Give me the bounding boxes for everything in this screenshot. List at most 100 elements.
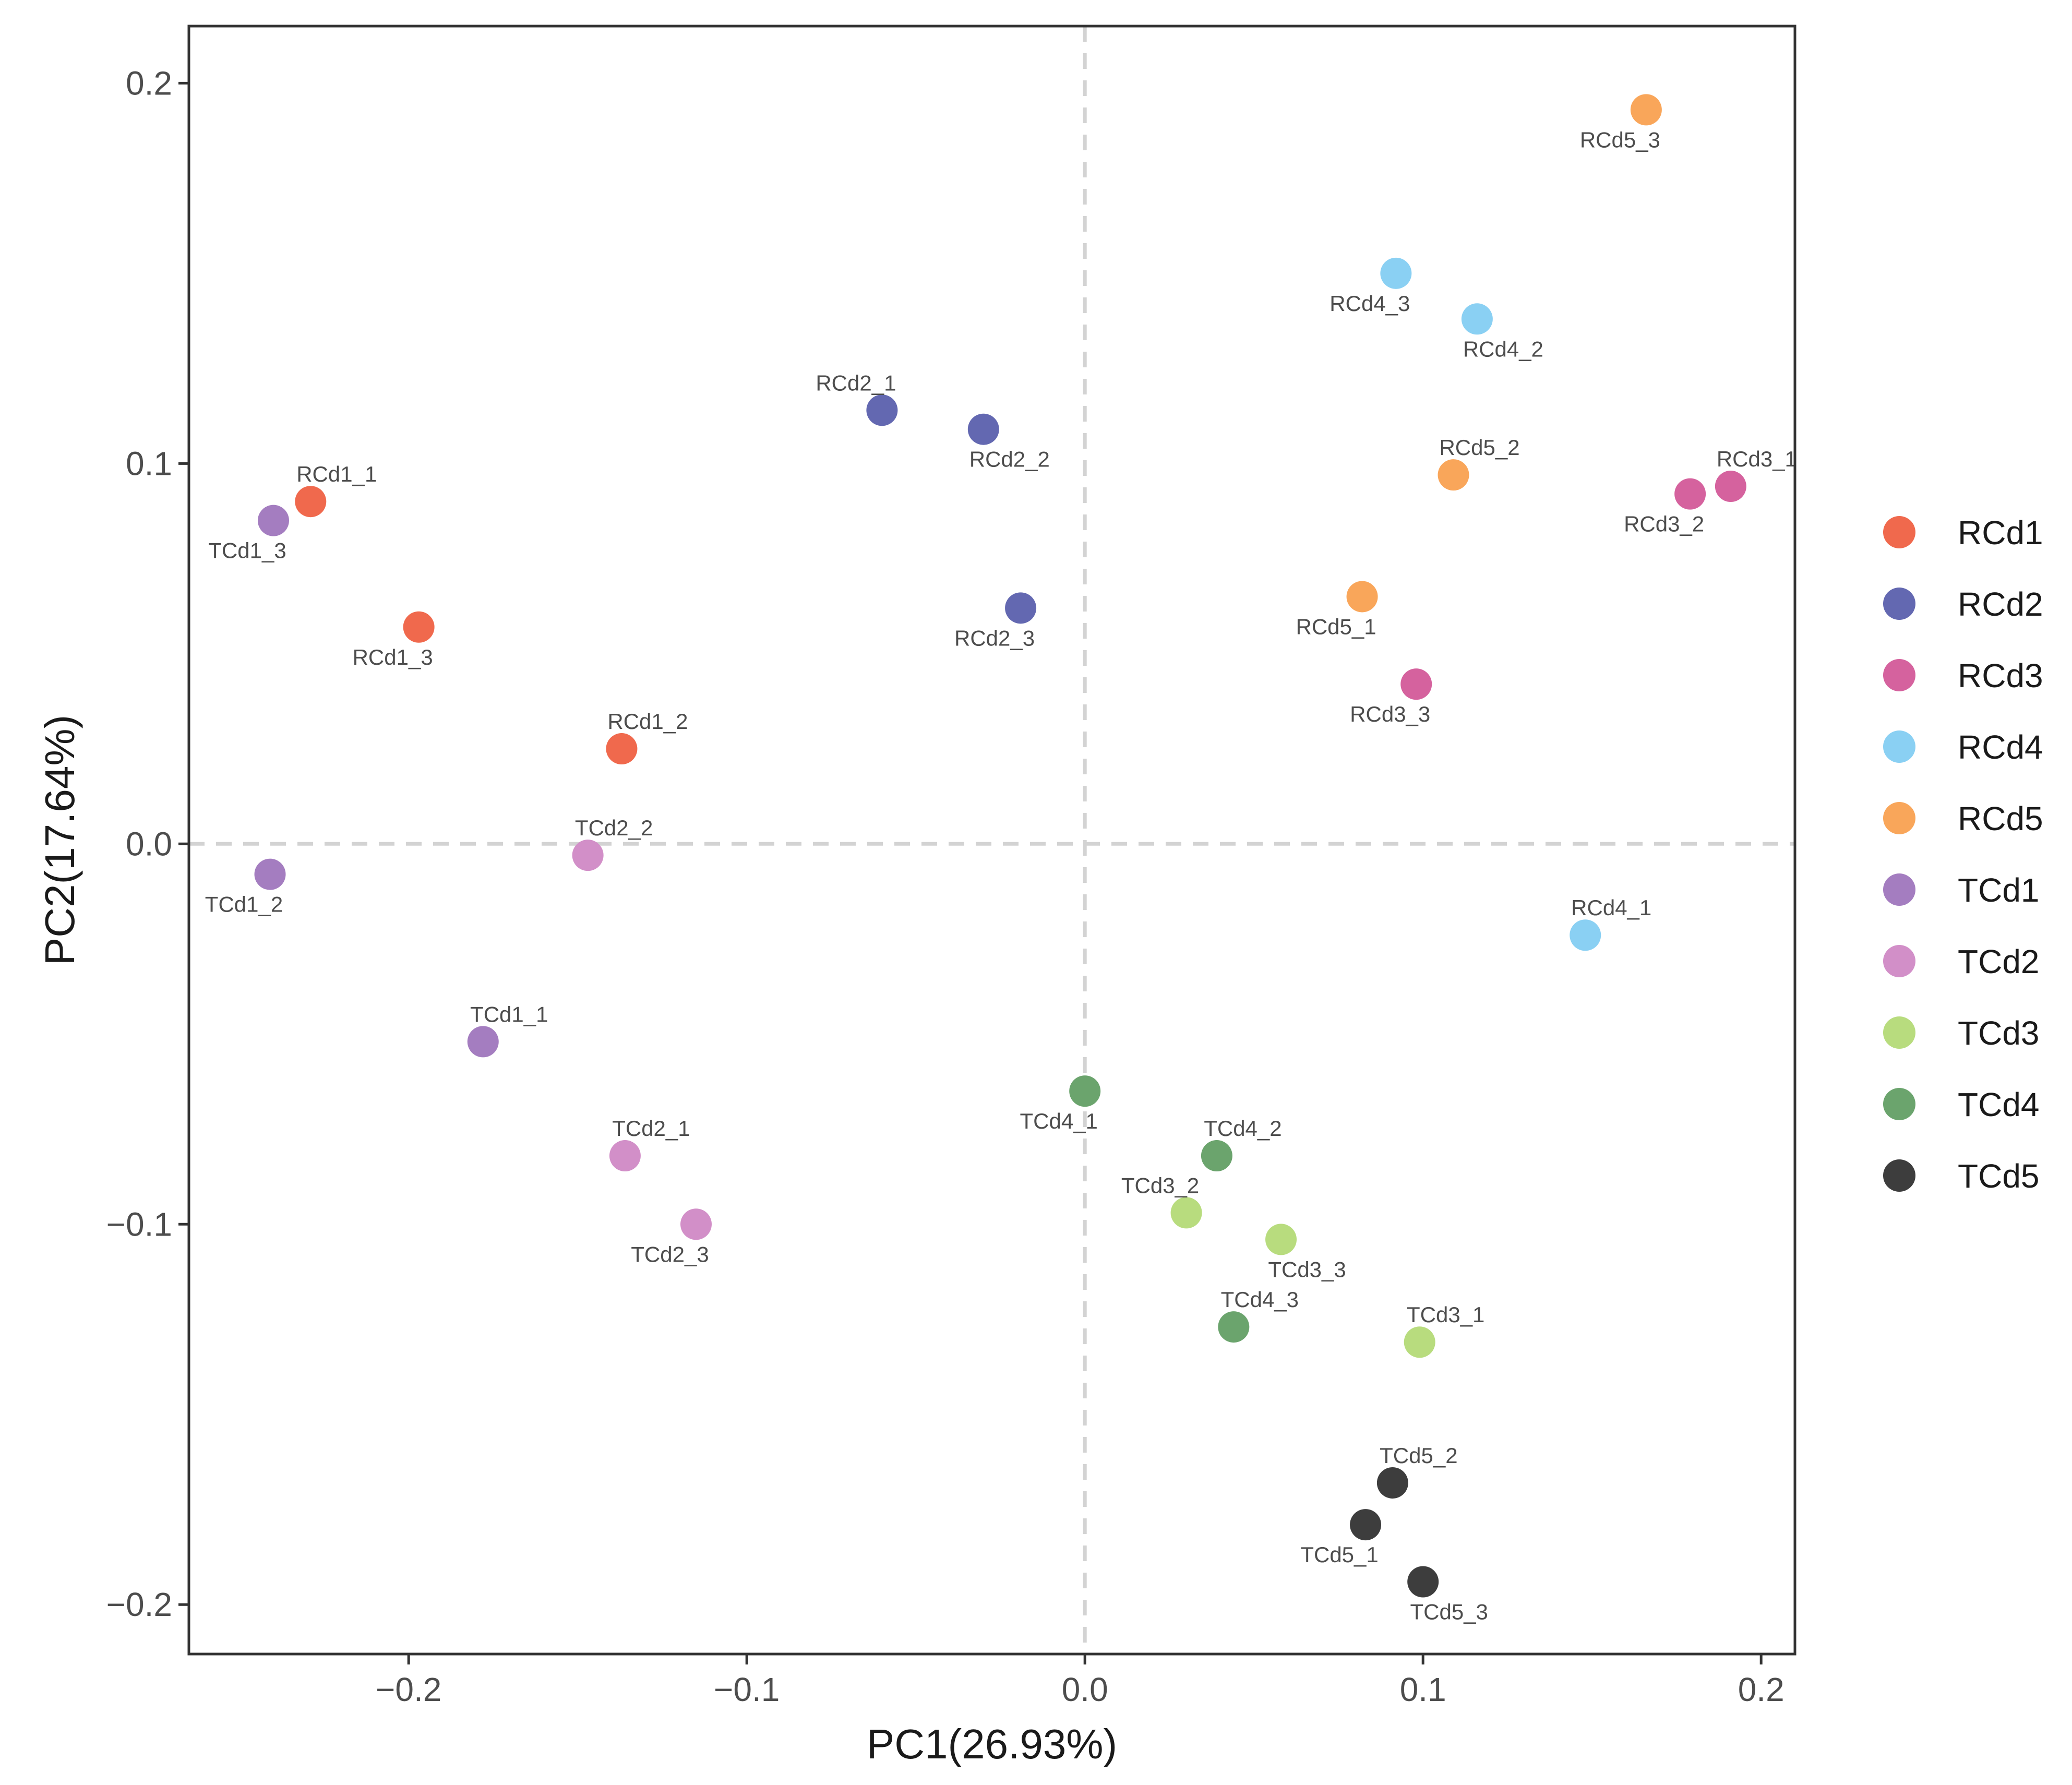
- legend-key-tcd4: [1883, 1088, 1915, 1120]
- point-tcd2-2: [572, 840, 604, 871]
- point-tcd1-3: [258, 505, 289, 536]
- point-label: TCd5_3: [1410, 1599, 1488, 1624]
- point-label: TCd5_1: [1300, 1542, 1378, 1567]
- legend-label: TCd2: [1958, 943, 2040, 980]
- point-rcd4-1: [1570, 919, 1601, 951]
- point-label: TCd2_2: [575, 816, 653, 840]
- point-label: TCd1_1: [470, 1002, 548, 1026]
- x-axis-title: PC1(26.93%): [867, 1721, 1117, 1767]
- legend-label: TCd3: [1958, 1014, 2040, 1052]
- x-tick-label: −0.2: [376, 1671, 441, 1708]
- y-axis-title: PC2(17.64%): [37, 715, 83, 965]
- point-label: RCd3_3: [1350, 702, 1430, 726]
- point-label: RCd5_2: [1439, 435, 1519, 460]
- point-label: TCd4_3: [1221, 1287, 1299, 1312]
- point-label: RCd2_3: [954, 626, 1035, 650]
- legend-label: RCd2: [1958, 585, 2043, 623]
- y-tick-label: 0.1: [126, 445, 172, 482]
- point-tcd5-3: [1407, 1566, 1439, 1598]
- point-rcd3-1: [1715, 471, 1746, 502]
- legend-key-rcd5: [1883, 802, 1915, 834]
- legend-key-rcd1: [1883, 516, 1915, 548]
- point-tcd3-3: [1265, 1224, 1297, 1255]
- point-rcd2-3: [1005, 592, 1037, 624]
- legend-key-rcd4: [1883, 730, 1915, 763]
- legend-label: RCd3: [1958, 657, 2043, 694]
- legend-label: RCd5: [1958, 800, 2043, 837]
- point-label: TCd1_3: [208, 538, 286, 563]
- point-rcd3-2: [1674, 478, 1706, 510]
- point-rcd3-3: [1400, 668, 1432, 700]
- plot-panel-border: [187, 25, 1796, 1656]
- legend-label: TCd4: [1958, 1086, 2040, 1123]
- x-tick-label: −0.1: [714, 1671, 780, 1708]
- point-label: TCd1_2: [205, 892, 283, 917]
- point-rcd1-3: [403, 611, 435, 643]
- point-tcd2-1: [609, 1140, 641, 1172]
- point-rcd2-2: [967, 413, 999, 445]
- data-point-labels: RCd1_1 RCd1_2 RCd1_3 RCd2_1 RCd2_2 RCd2_3 RCd3…: [205, 127, 1797, 1624]
- legend-label: TCd5: [1958, 1157, 2040, 1195]
- point-label: TCd4_1: [1020, 1109, 1097, 1133]
- point-label: RCd3_1: [1717, 447, 1797, 471]
- point-rcd5-3: [1630, 94, 1662, 126]
- legend-key-tcd1: [1883, 873, 1915, 906]
- point-label: RCd1_2: [607, 709, 688, 734]
- point-label: RCd3_2: [1624, 512, 1704, 536]
- point-rcd1-1: [295, 486, 327, 518]
- point-tcd3-2: [1170, 1197, 1202, 1229]
- legend-key-rcd2: [1883, 588, 1915, 620]
- x-tick-label: 0.0: [1062, 1671, 1108, 1708]
- reference-lines: [189, 26, 1795, 1654]
- point-tcd4-1: [1069, 1075, 1101, 1107]
- point-label: TCd3_1: [1407, 1302, 1484, 1327]
- point-tcd4-2: [1201, 1140, 1232, 1172]
- point-label: RCd2_1: [816, 370, 896, 395]
- legend-key-tcd2: [1883, 945, 1915, 977]
- point-rcd1-2: [606, 733, 638, 765]
- legend: RCd1 RCd2 RCd3 RCd4 RCd5 TCd1 TCd2 TCd3 TCd4 TCd5: [1883, 514, 2043, 1195]
- legend-label: RCd4: [1958, 728, 2043, 766]
- point-label: TCd3_3: [1268, 1257, 1346, 1281]
- point-rcd4-2: [1461, 303, 1493, 335]
- point-label: TCd2_3: [631, 1242, 709, 1266]
- y-tick-label: −0.2: [106, 1586, 172, 1623]
- point-tcd2-3: [680, 1208, 712, 1240]
- point-rcd5-1: [1346, 581, 1378, 613]
- point-label: RCd1_3: [353, 645, 433, 669]
- point-rcd4-3: [1380, 257, 1412, 289]
- point-label: TCd2_1: [612, 1116, 690, 1141]
- point-label: RCd5_1: [1296, 614, 1376, 639]
- data-points: [254, 94, 1746, 1598]
- point-tcd4-3: [1218, 1311, 1250, 1343]
- point-label: RCd4_1: [1571, 895, 1651, 920]
- legend-label: TCd1: [1958, 871, 2040, 909]
- point-label: TCd4_2: [1204, 1116, 1281, 1141]
- y-tick-label: 0.2: [126, 64, 172, 102]
- point-rcd5-2: [1438, 459, 1469, 491]
- point-label: RCd4_2: [1463, 337, 1543, 361]
- point-label: RCd1_1: [296, 462, 377, 486]
- legend-key-rcd3: [1883, 659, 1915, 691]
- point-tcd1-1: [467, 1026, 499, 1058]
- legend-label: RCd1: [1958, 514, 2043, 552]
- point-tcd5-1: [1350, 1509, 1382, 1541]
- point-rcd2-1: [866, 394, 898, 426]
- legend-key-tcd5: [1883, 1159, 1915, 1192]
- point-tcd3-1: [1404, 1326, 1435, 1358]
- axis-ticks: −0.2 −0.1 0.0 0.1 0.2 −0.2 −0.1 0.0 0.1 0.2: [106, 64, 1784, 1708]
- point-label: RCd5_3: [1580, 127, 1660, 152]
- x-tick-label: 0.1: [1400, 1671, 1446, 1708]
- y-tick-label: 0.0: [126, 825, 172, 862]
- point-tcd5-2: [1376, 1467, 1408, 1499]
- point-tcd1-2: [254, 858, 286, 890]
- point-label: TCd3_2: [1121, 1173, 1199, 1197]
- point-label: TCd5_2: [1380, 1443, 1457, 1468]
- point-label: RCd2_2: [969, 447, 1050, 472]
- x-tick-label: 0.2: [1738, 1671, 1784, 1708]
- point-label: RCd4_3: [1330, 291, 1410, 316]
- legend-key-tcd3: [1883, 1016, 1915, 1049]
- y-tick-label: −0.1: [106, 1205, 172, 1243]
